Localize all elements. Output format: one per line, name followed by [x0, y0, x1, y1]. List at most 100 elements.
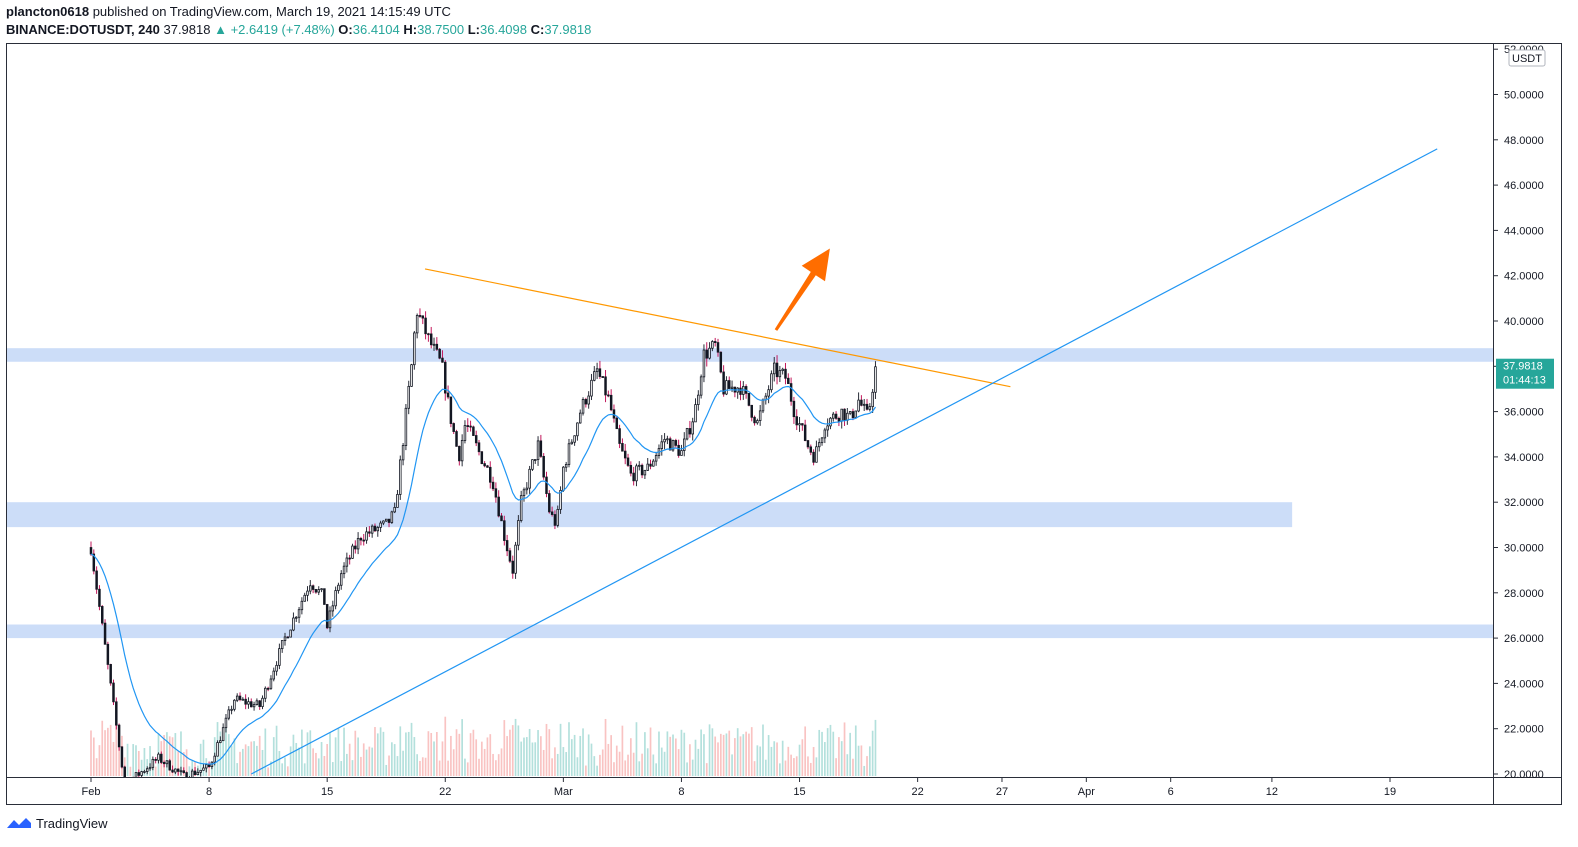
candle[interactable]: [452, 423, 455, 432]
candle[interactable]: [477, 442, 481, 453]
candle[interactable]: [604, 376, 607, 396]
candle[interactable]: [382, 520, 385, 524]
candle[interactable]: [300, 600, 304, 611]
candle[interactable]: [444, 361, 447, 394]
candle[interactable]: [455, 431, 458, 447]
candle[interactable]: [230, 708, 233, 711]
candle[interactable]: [778, 370, 782, 378]
candle[interactable]: [846, 412, 849, 421]
candle[interactable]: [725, 380, 728, 395]
candle[interactable]: [514, 544, 517, 574]
candle[interactable]: [250, 701, 253, 708]
candle[interactable]: [711, 341, 714, 349]
candle[interactable]: [120, 746, 124, 768]
candle[interactable]: [789, 383, 793, 402]
candle[interactable]: [370, 525, 374, 534]
candle[interactable]: [874, 366, 877, 393]
candle[interactable]: [848, 411, 852, 414]
candle[interactable]: [865, 403, 869, 410]
candle[interactable]: [356, 537, 360, 550]
candle[interactable]: [525, 487, 529, 491]
candle[interactable]: [227, 709, 231, 719]
candle[interactable]: [365, 531, 368, 541]
candle[interactable]: [339, 573, 343, 586]
candle[interactable]: [258, 700, 261, 707]
candle[interactable]: [750, 404, 753, 418]
candle[interactable]: [553, 514, 557, 526]
candle[interactable]: [238, 695, 242, 700]
candle[interactable]: [165, 760, 169, 765]
candle[interactable]: [584, 399, 588, 405]
candle[interactable]: [255, 700, 259, 705]
candle[interactable]: [857, 399, 860, 412]
support-zone-1[interactable]: [7, 502, 1293, 528]
candle[interactable]: [303, 594, 306, 602]
candle[interactable]: [438, 348, 441, 359]
candle[interactable]: [590, 379, 593, 397]
candle[interactable]: [202, 767, 205, 771]
candle[interactable]: [413, 332, 416, 366]
candle[interactable]: [154, 758, 157, 761]
candle[interactable]: [826, 425, 829, 431]
candle[interactable]: [550, 511, 554, 515]
candle[interactable]: [469, 425, 472, 428]
candle[interactable]: [421, 315, 425, 319]
candle[interactable]: [89, 547, 93, 555]
candle[interactable]: [323, 588, 326, 605]
candle[interactable]: [649, 463, 652, 467]
candle[interactable]: [311, 585, 315, 590]
candle[interactable]: [168, 760, 171, 771]
candle[interactable]: [362, 539, 365, 542]
candle[interactable]: [466, 425, 470, 427]
candle[interactable]: [545, 476, 548, 494]
candle[interactable]: [576, 422, 579, 437]
candle[interactable]: [860, 399, 863, 406]
candle[interactable]: [112, 682, 115, 703]
ascending-trendline[interactable]: [250, 148, 1438, 775]
candle[interactable]: [716, 342, 720, 353]
candle[interactable]: [399, 459, 402, 495]
candle[interactable]: [503, 520, 506, 541]
candle[interactable]: [269, 678, 273, 689]
candle[interactable]: [683, 438, 686, 451]
candle[interactable]: [283, 636, 287, 641]
candle[interactable]: [334, 590, 337, 607]
candle[interactable]: [640, 464, 644, 476]
candle[interactable]: [348, 557, 351, 560]
candle[interactable]: [840, 408, 843, 422]
candle[interactable]: [758, 410, 762, 421]
candle[interactable]: [843, 408, 846, 421]
candle[interactable]: [559, 490, 562, 510]
candle[interactable]: [266, 687, 270, 690]
plot-area[interactable]: [7, 148, 1493, 790]
candle[interactable]: [747, 392, 751, 406]
candle[interactable]: [708, 347, 711, 359]
candle[interactable]: [418, 315, 422, 317]
candle[interactable]: [663, 438, 666, 443]
candle[interactable]: [761, 399, 765, 412]
candle[interactable]: [517, 520, 520, 546]
candle[interactable]: [320, 588, 323, 591]
candle[interactable]: [871, 391, 874, 408]
candle[interactable]: [123, 766, 126, 786]
candle[interactable]: [705, 349, 708, 359]
candle[interactable]: [668, 438, 672, 451]
candle[interactable]: [387, 518, 391, 523]
candle[interactable]: [292, 617, 295, 631]
candle[interactable]: [354, 545, 357, 550]
candle[interactable]: [753, 416, 756, 424]
candle[interactable]: [500, 515, 503, 522]
candle[interactable]: [221, 727, 225, 742]
candle[interactable]: [815, 446, 818, 463]
candle[interactable]: [174, 768, 177, 773]
candle[interactable]: [652, 460, 655, 467]
candle[interactable]: [179, 770, 183, 773]
candle[interactable]: [176, 768, 180, 772]
candle[interactable]: [730, 386, 734, 389]
candle[interactable]: [494, 488, 498, 498]
candle[interactable]: [351, 545, 354, 559]
candle[interactable]: [435, 343, 439, 350]
candle[interactable]: [638, 464, 641, 467]
candle[interactable]: [612, 409, 616, 419]
candle[interactable]: [190, 770, 194, 779]
